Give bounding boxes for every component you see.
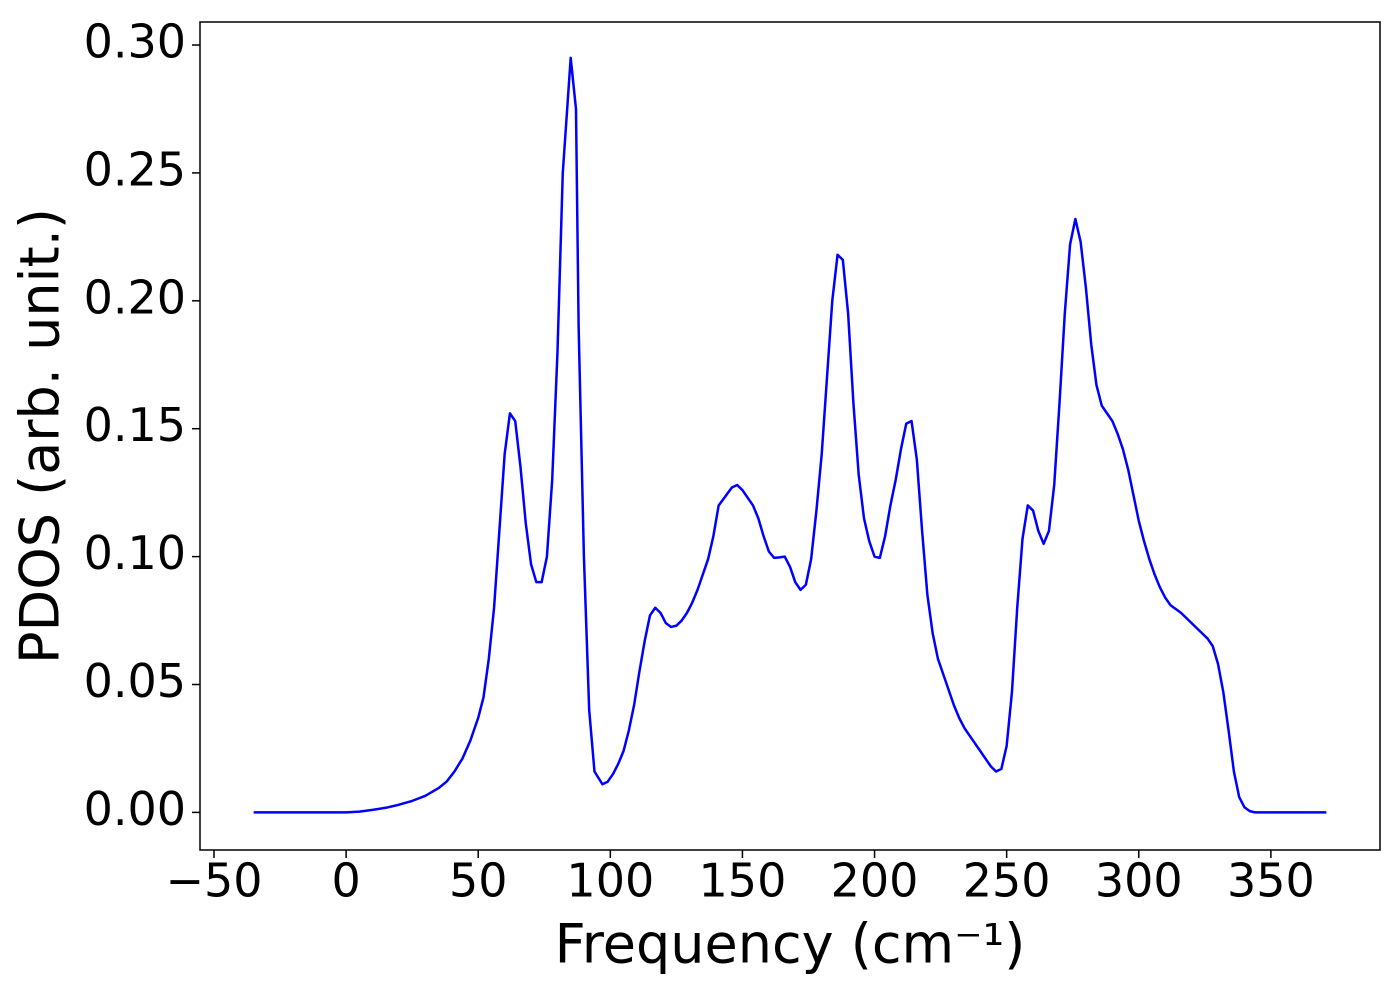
y-tick-label: 0.00	[84, 782, 186, 836]
x-tick-label: 150	[699, 854, 787, 908]
y-tick-label: 0.15	[84, 398, 186, 452]
x-tick-label: 200	[831, 854, 919, 908]
y-tick-label: 0.20	[84, 270, 186, 324]
y-tick-label: 0.05	[84, 654, 186, 708]
x-axis-label: Frequency (cm⁻¹)	[555, 913, 1026, 976]
x-tick-label: −50	[165, 854, 262, 908]
y-tick-label: 0.25	[84, 142, 186, 196]
plot-frame	[199, 21, 1381, 851]
x-tick-label: 50	[449, 854, 508, 908]
x-tick-label: 250	[963, 854, 1051, 908]
y-tick-label: 0.10	[84, 526, 186, 580]
y-tick-label: 0.30	[84, 15, 186, 69]
x-tick-label: 100	[566, 854, 654, 908]
x-tick-label: 350	[1227, 854, 1315, 908]
data-line	[253, 56, 1327, 814]
y-axis-label: PDOS (arb. unit.)	[9, 208, 72, 664]
x-tick-label: 300	[1095, 854, 1183, 908]
x-tick-label: 0	[331, 854, 360, 908]
